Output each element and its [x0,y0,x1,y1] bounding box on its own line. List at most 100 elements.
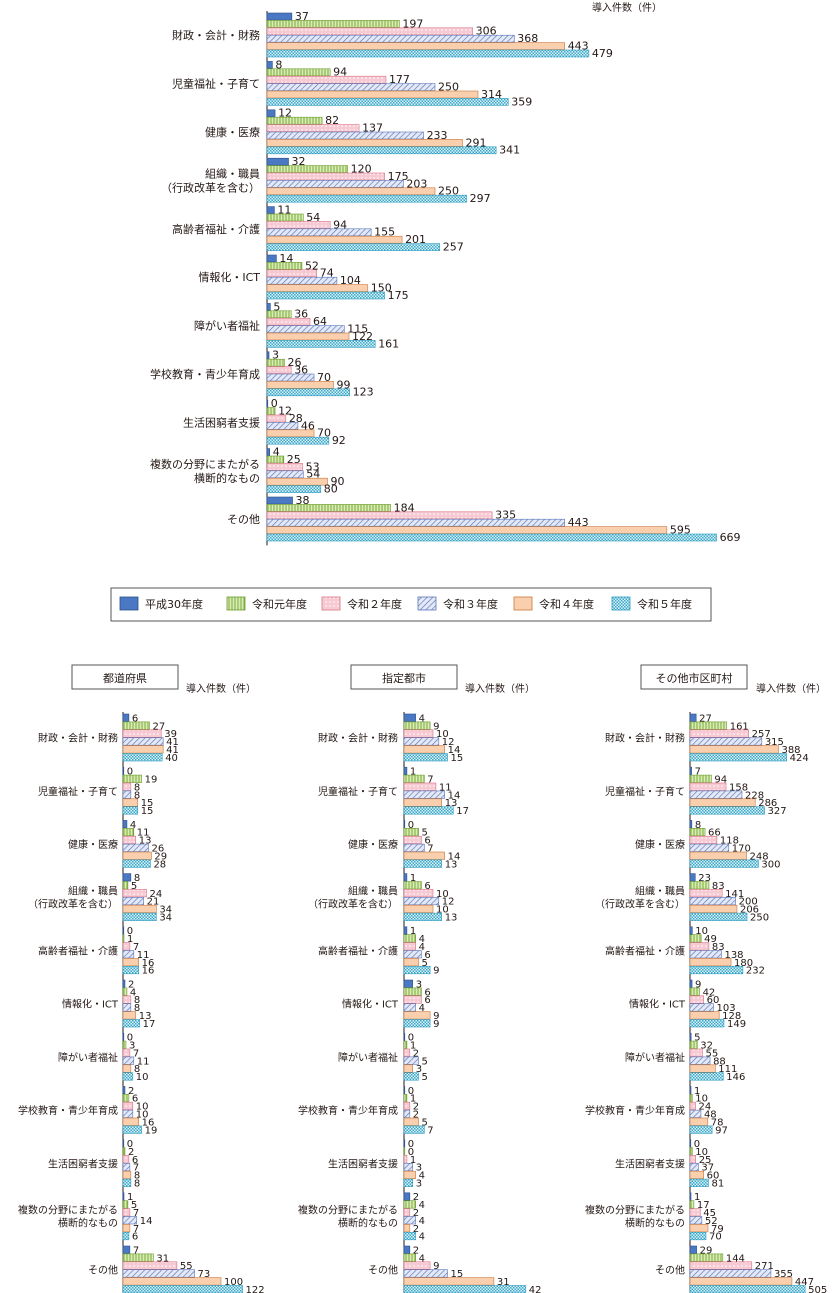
bar [122,1125,142,1134]
bar [122,881,129,890]
bar [403,713,416,722]
data-label: 14 [448,745,461,756]
bar [266,221,331,229]
data-label: 443 [568,40,589,53]
bar [122,987,128,996]
legend-label: 令和２年度 [347,597,402,611]
unit-label-main: 導入件数（件） [592,1,662,14]
data-label: 115 [347,323,368,336]
bar [689,745,779,754]
data-label: 31 [497,1277,510,1288]
bar [122,934,125,943]
data-label: 10 [695,1094,708,1105]
data-label: 3 [416,979,422,990]
bar [122,1261,178,1270]
data-label: 13 [139,836,152,847]
bar [403,987,422,996]
data-label: 11 [439,782,452,793]
bar [122,896,144,906]
data-label: 23 [698,873,711,884]
bar [403,859,443,868]
data-label: 257 [752,729,771,740]
bar [403,1208,411,1217]
data-label: 29 [700,1245,713,1256]
bar [689,1117,709,1126]
data-label: 6 [132,1094,138,1105]
data-label: 271 [755,1261,774,1272]
data-label: 2 [128,979,134,990]
bar [122,843,149,852]
bar [266,470,304,479]
legend-label: 平成30年度 [145,597,203,611]
category-label: 財政・会計・財務 [605,732,685,745]
category-label: その他 [227,513,260,526]
data-label: 118 [720,836,739,847]
bar [122,1094,130,1103]
data-label: 14 [140,1216,153,1227]
data-label: 14 [448,851,461,862]
bar [403,835,422,845]
bar [122,926,125,935]
category-label: 複数の分野にまたがる横断的なもの [150,457,260,485]
category-label: 高齢者福祉・介護 [318,945,398,958]
bar [689,987,700,996]
data-label: 94 [714,775,727,786]
data-label: 180 [734,958,753,969]
bar [266,366,292,374]
data-label: 203 [406,177,427,190]
data-label: 53 [306,460,320,473]
data-label: 3 [272,349,279,362]
data-label: 424 [790,753,809,764]
data-label: 4 [419,942,425,953]
bar [266,455,285,464]
data-label: 88 [713,1056,726,1067]
data-label: 368 [517,32,538,45]
bar [122,1155,130,1164]
bar [266,518,565,527]
bar [122,1019,140,1028]
bar [403,745,445,754]
data-label: 14 [279,252,293,265]
data-label: 7 [133,1245,139,1256]
data-label: 146 [726,1072,745,1083]
bar [266,269,318,278]
bar [266,291,385,300]
category-label: 組織・職員（行政改革を含む） [595,884,685,910]
category-label: 健康・医療 [68,838,118,851]
data-label: 505 [808,1285,827,1293]
data-label: 122 [352,330,373,343]
bar [266,526,668,534]
bar [403,827,419,837]
data-label: 10 [695,1147,708,1158]
bar [266,61,273,69]
bar [122,1178,132,1187]
bar [122,745,164,754]
data-label: 74 [320,267,334,280]
data-label: 335 [495,509,516,522]
bar [122,1056,135,1065]
bar [403,942,416,951]
data-label: 6 [424,987,430,998]
bar [266,276,338,285]
data-label: 5 [422,1056,428,1067]
data-label: 4 [419,1003,425,1014]
category-label: 組織・職員（行政改革を含む） [28,884,118,910]
bar [403,766,408,776]
data-label: 158 [729,782,748,793]
data-label: 28 [289,412,303,425]
bar [403,926,408,935]
data-label: 17 [143,1019,156,1030]
data-label: 6 [132,1232,138,1243]
category-label: 情報化・ICT [629,998,686,1011]
data-label: 13 [445,798,458,809]
data-label: 1 [410,873,416,884]
category-label: 高齢者福祉・介護 [605,945,685,958]
data-label: 4 [130,820,136,831]
bar [689,1109,702,1118]
bar [122,729,162,738]
bar [689,1040,698,1049]
bar [122,1109,134,1118]
data-label: 4 [419,1171,425,1182]
data-label: 228 [745,790,764,801]
